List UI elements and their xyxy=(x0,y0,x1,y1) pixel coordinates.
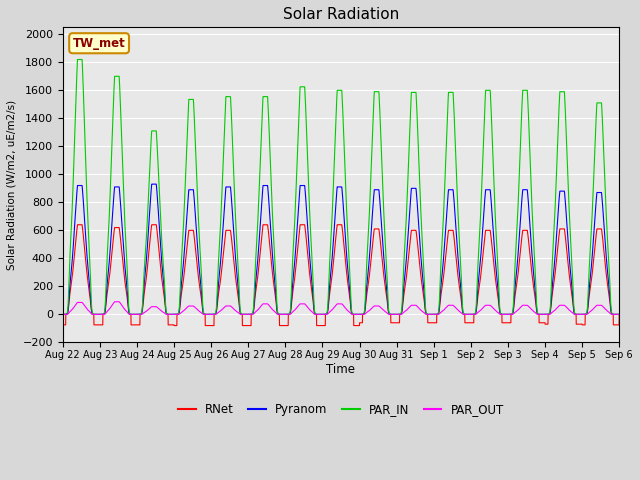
Line: RNet: RNet xyxy=(63,225,620,325)
PAR_OUT xyxy=(563,304,570,310)
PAR_IN xyxy=(214,263,222,268)
Line: PAR_OUT: PAR_OUT xyxy=(63,302,620,314)
Pyranom xyxy=(179,275,186,280)
X-axis label: Time: Time xyxy=(326,363,355,376)
PAR_IN xyxy=(615,312,623,317)
Pyranom xyxy=(615,312,623,317)
Line: PAR_IN: PAR_IN xyxy=(63,60,620,314)
PAR_OUT xyxy=(616,312,623,317)
Pyranom xyxy=(214,283,222,288)
RNet xyxy=(214,291,222,297)
RNet xyxy=(405,246,413,252)
PAR_OUT xyxy=(214,310,222,315)
PAR_IN xyxy=(405,144,413,150)
RNet xyxy=(616,312,623,317)
RNet xyxy=(563,247,570,252)
Pyranom xyxy=(396,312,403,317)
Title: Solar Radiation: Solar Radiation xyxy=(283,7,399,22)
RNet xyxy=(74,222,81,228)
RNet xyxy=(170,323,178,328)
Pyranom xyxy=(59,312,67,317)
PAR_IN xyxy=(616,312,623,317)
RNet xyxy=(179,286,186,291)
PAR_IN xyxy=(563,138,570,144)
PAR_OUT xyxy=(615,312,623,317)
Line: Pyranom: Pyranom xyxy=(63,184,620,314)
RNet xyxy=(59,322,67,328)
RNet xyxy=(396,320,403,325)
PAR_OUT xyxy=(59,312,67,317)
Pyranom xyxy=(616,312,623,317)
Y-axis label: Solar Radiation (W/m2, uE/m2/s): Solar Radiation (W/m2, uE/m2/s) xyxy=(7,100,17,270)
RNet xyxy=(615,322,623,328)
PAR_OUT xyxy=(396,312,403,317)
PAR_OUT xyxy=(111,299,118,305)
Legend: RNet, Pyranom, PAR_IN, PAR_OUT: RNet, Pyranom, PAR_IN, PAR_OUT xyxy=(173,399,509,421)
Pyranom xyxy=(405,216,413,222)
Pyranom xyxy=(148,181,156,187)
PAR_OUT xyxy=(405,305,413,311)
PAR_IN xyxy=(396,312,403,317)
Pyranom xyxy=(563,216,570,221)
Text: TW_met: TW_met xyxy=(73,37,125,50)
PAR_IN xyxy=(59,312,67,317)
PAR_IN xyxy=(74,57,81,62)
PAR_OUT xyxy=(179,309,186,315)
PAR_IN xyxy=(179,248,186,253)
